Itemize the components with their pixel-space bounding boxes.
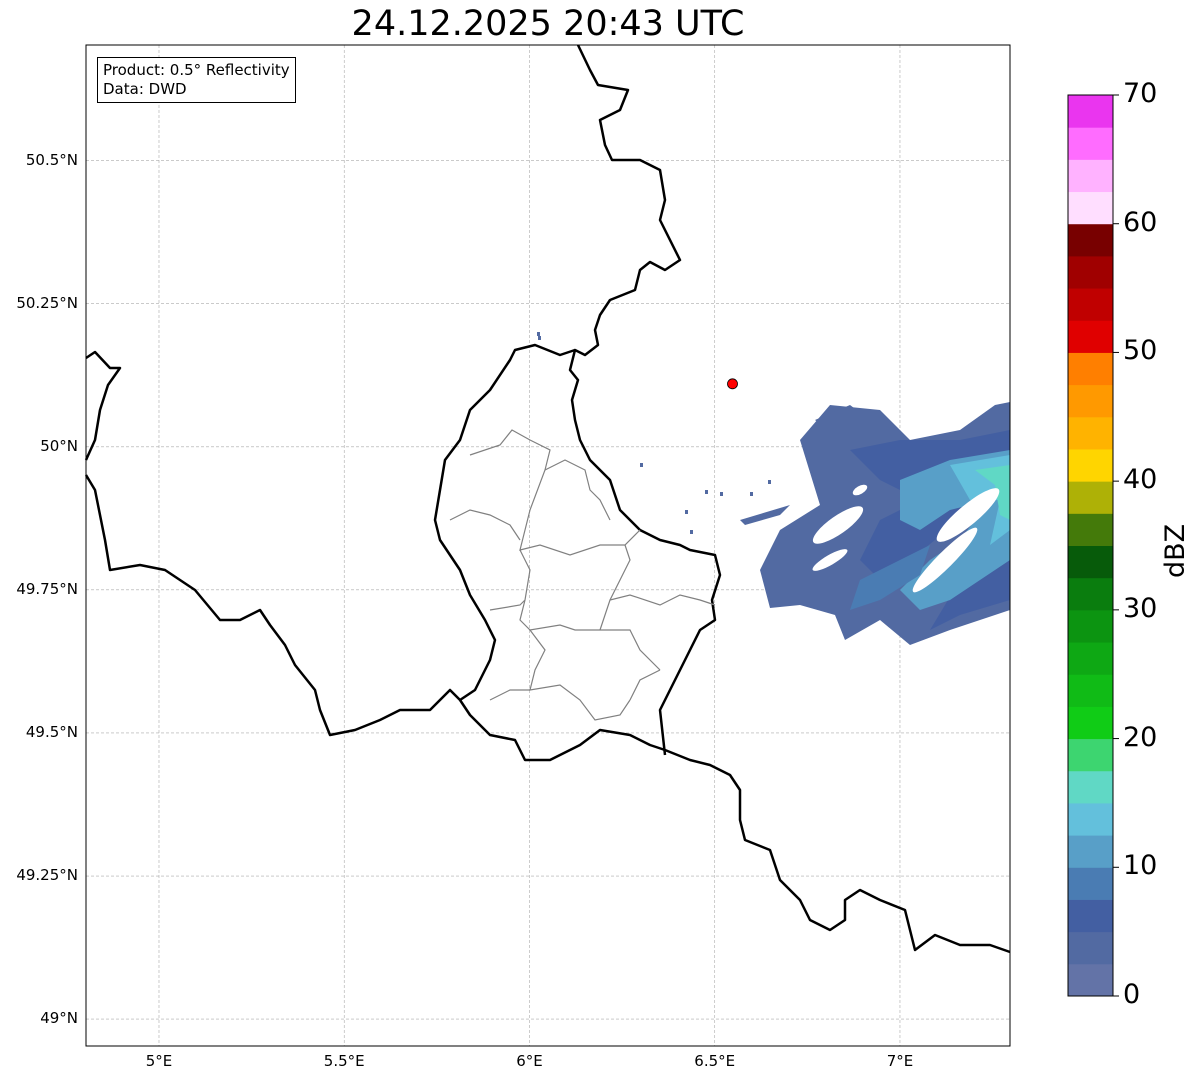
canton-border <box>629 669 661 701</box>
colorbar-tick-label: 50 <box>1123 335 1158 367</box>
colorbar-bin <box>1068 255 1113 289</box>
canton-border <box>449 509 521 541</box>
colorbar-bin <box>1068 127 1113 160</box>
colorbar-bin <box>1068 513 1113 546</box>
colorbar-bin <box>1068 867 1113 900</box>
lat-tick-label: 50.5°N <box>25 150 78 169</box>
colorbar-bin <box>1068 416 1113 450</box>
country-border <box>433 343 576 702</box>
colorbar-bin <box>1068 642 1113 675</box>
product-label: Product: 0.5° Reflectivity <box>103 61 290 79</box>
echo-gap <box>812 549 848 571</box>
echo-speck <box>538 336 541 340</box>
colorbar-bin <box>1068 963 1113 997</box>
colorbar-frame <box>1067 94 1114 997</box>
radar-site-marker <box>727 378 738 390</box>
colorbar-bin <box>1068 609 1113 643</box>
colorbar-bin <box>1068 802 1113 836</box>
lon-tick-label: 6°E <box>516 1052 543 1070</box>
canton-border <box>529 629 631 721</box>
canton-border <box>544 459 611 521</box>
echo-speck <box>537 332 540 336</box>
lon-tick-label: 6.5°E <box>694 1052 736 1070</box>
echo-speck <box>685 510 688 514</box>
canton-border <box>609 544 631 601</box>
colorbar-bin <box>1068 899 1113 933</box>
colorbar-bin <box>1068 481 1113 514</box>
colorbar-bin <box>1068 448 1113 482</box>
colorbar-bin <box>1068 738 1113 772</box>
lon-tick-label: 5.5°E <box>323 1052 365 1070</box>
country-border <box>84 350 122 461</box>
colorbar-tick-label: 10 <box>1123 850 1158 882</box>
lat-tick-label: 49.25°N <box>16 866 78 885</box>
country-border <box>84 474 666 762</box>
colorbar-tick-label: 0 <box>1123 979 1141 1010</box>
echo-gap <box>812 506 864 544</box>
data-source-label: Data: DWD <box>103 80 187 98</box>
canton-border <box>469 429 641 556</box>
colorbar-bin <box>1068 835 1113 868</box>
colorbar-bin <box>1068 384 1113 418</box>
colorbar-bin <box>1068 95 1113 128</box>
echo-speck <box>705 490 708 494</box>
lat-tick-label: 49.5°N <box>25 722 78 741</box>
lon-tick-label: 5°E <box>145 1052 173 1070</box>
colorbar <box>1067 94 1119 997</box>
echo-gap <box>912 527 978 593</box>
canton-border <box>599 594 716 631</box>
colorbar-tick-label: 30 <box>1123 592 1158 624</box>
colorbar-bin <box>1068 320 1113 353</box>
lat-tick-label: 49°N <box>40 1009 78 1028</box>
colorbar-bin <box>1068 706 1113 740</box>
lon-tick-label: 7°E <box>886 1052 914 1070</box>
colorbar-tick-label: 20 <box>1123 721 1158 753</box>
colorbar-bin <box>1068 577 1113 611</box>
colorbar-bin <box>1068 770 1113 804</box>
reflectivity-echoes <box>537 332 1010 645</box>
colorbar-bin <box>1068 674 1113 707</box>
colorbar-bin <box>1068 352 1113 386</box>
colorbar-tick-label: 40 <box>1123 464 1158 496</box>
echo-region <box>740 505 790 525</box>
echo-speck <box>640 463 643 467</box>
country-border <box>664 748 1011 954</box>
echo-speck <box>750 492 753 496</box>
colorbar-bin <box>1068 931 1113 965</box>
colorbar-tick-label: 60 <box>1123 206 1158 238</box>
canton-border <box>489 689 530 701</box>
echo-speck <box>768 480 771 484</box>
echo-gap <box>852 484 868 496</box>
echo-region <box>975 465 1010 520</box>
echo-region <box>850 545 930 610</box>
borders <box>84 44 1011 954</box>
echo-region <box>815 405 870 440</box>
echo-gap <box>936 488 1000 542</box>
map-frame <box>85 44 1011 1047</box>
lat-tick-label: 50.25°N <box>16 293 78 312</box>
canton-border <box>489 599 526 611</box>
colorbar-bin <box>1068 191 1113 225</box>
colorbar-bin <box>1068 545 1113 579</box>
colorbar-label: dBZ <box>1160 523 1191 578</box>
colorbar-bin <box>1068 159 1113 193</box>
info-box: Product: 0.5° Reflectivity Data: DWD <box>97 57 296 103</box>
echo-speck <box>720 492 723 496</box>
lat-tick-label: 50°N <box>40 436 78 455</box>
colorbar-bin <box>1068 288 1113 321</box>
lat-tick-label: 49.75°N <box>16 579 78 598</box>
colorbar-tick-label: 70 <box>1123 78 1158 109</box>
colorbar-bin <box>1068 223 1113 257</box>
map-title: 24.12.2025 20:43 UTC <box>351 4 745 44</box>
echo-speck <box>690 530 693 534</box>
country-border <box>568 44 722 756</box>
canton-border <box>519 549 661 671</box>
